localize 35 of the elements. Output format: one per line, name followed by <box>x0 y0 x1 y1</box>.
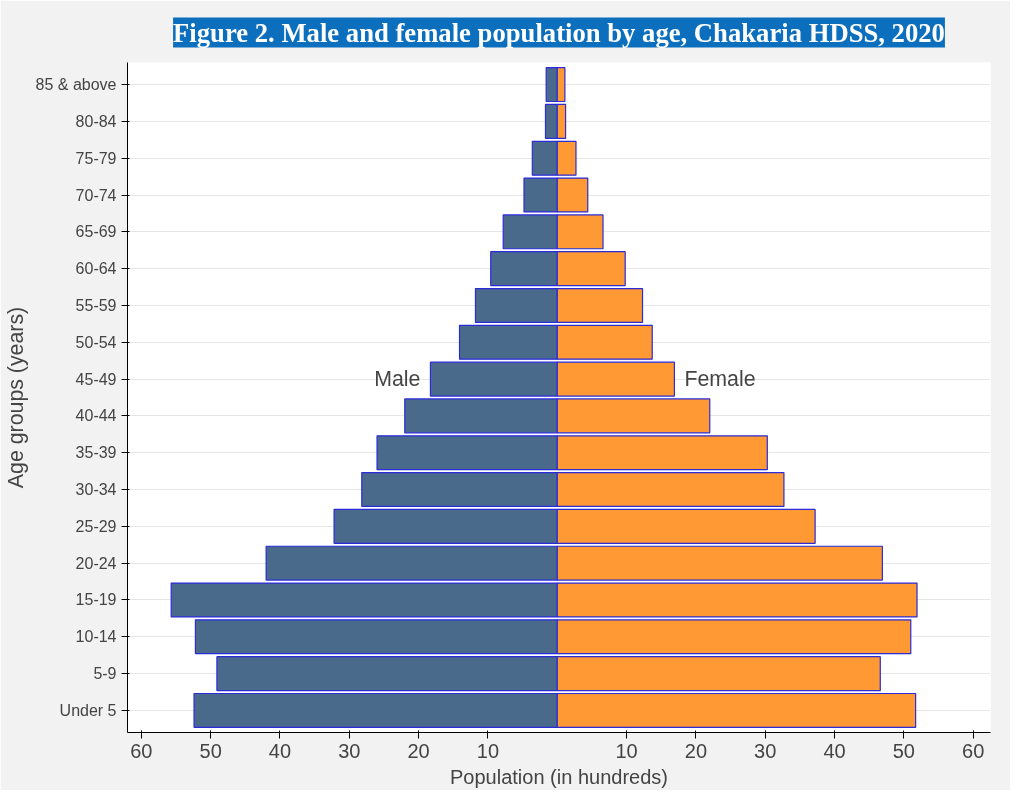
y-tick-label: 50-54 <box>75 333 117 351</box>
y-tick-label: 55-59 <box>75 296 117 314</box>
x-tick-label: 40 <box>268 739 292 762</box>
y-tick-label: 75-79 <box>75 149 117 167</box>
y-tick-label: 40-44 <box>75 407 117 425</box>
y-tick-label: 60-64 <box>75 260 117 278</box>
x-tick-label: 10 <box>615 739 638 762</box>
x-tick-label: 50 <box>892 739 915 762</box>
x-tick-label: 50 <box>199 739 222 762</box>
chart-title: Figure 2. Male and female population by age, Chakaria HDSS, 2020 <box>173 17 945 48</box>
x-axis-title: Population (in hundreds) <box>450 765 668 788</box>
x-tick-label: 10 <box>476 739 500 762</box>
x-tick-label: 60 <box>130 739 153 762</box>
y-tick-label: 5-9 <box>93 665 117 683</box>
y-tick-label: 35-39 <box>75 444 117 462</box>
y-tick-label: 25-29 <box>75 517 117 535</box>
x-tick-label: 30 <box>754 739 777 762</box>
x-tick-label: 20 <box>684 739 708 762</box>
x-tick-label: 20 <box>407 739 430 762</box>
x-tick-label: 30 <box>338 739 361 762</box>
y-axis-title: Age groups (years) <box>3 306 28 489</box>
y-tick-label: 85 & above <box>35 76 117 94</box>
series-label: Male <box>374 367 421 392</box>
y-tick-label: 45-49 <box>75 370 117 388</box>
x-tick-label: 60 <box>962 739 985 762</box>
y-tick-label: 65-69 <box>75 223 117 241</box>
y-tick-label: 15-19 <box>75 591 117 609</box>
y-tick-label: 20-24 <box>75 554 117 572</box>
y-tick-label: 30-34 <box>75 481 117 499</box>
series-label: Female <box>684 367 756 392</box>
y-tick-label: 80-84 <box>75 112 117 130</box>
y-tick-label: Under 5 <box>59 701 117 719</box>
x-tick-label: 40 <box>823 739 846 762</box>
y-tick-label: 70-74 <box>75 186 117 204</box>
y-tick-label: 10-14 <box>75 628 117 646</box>
